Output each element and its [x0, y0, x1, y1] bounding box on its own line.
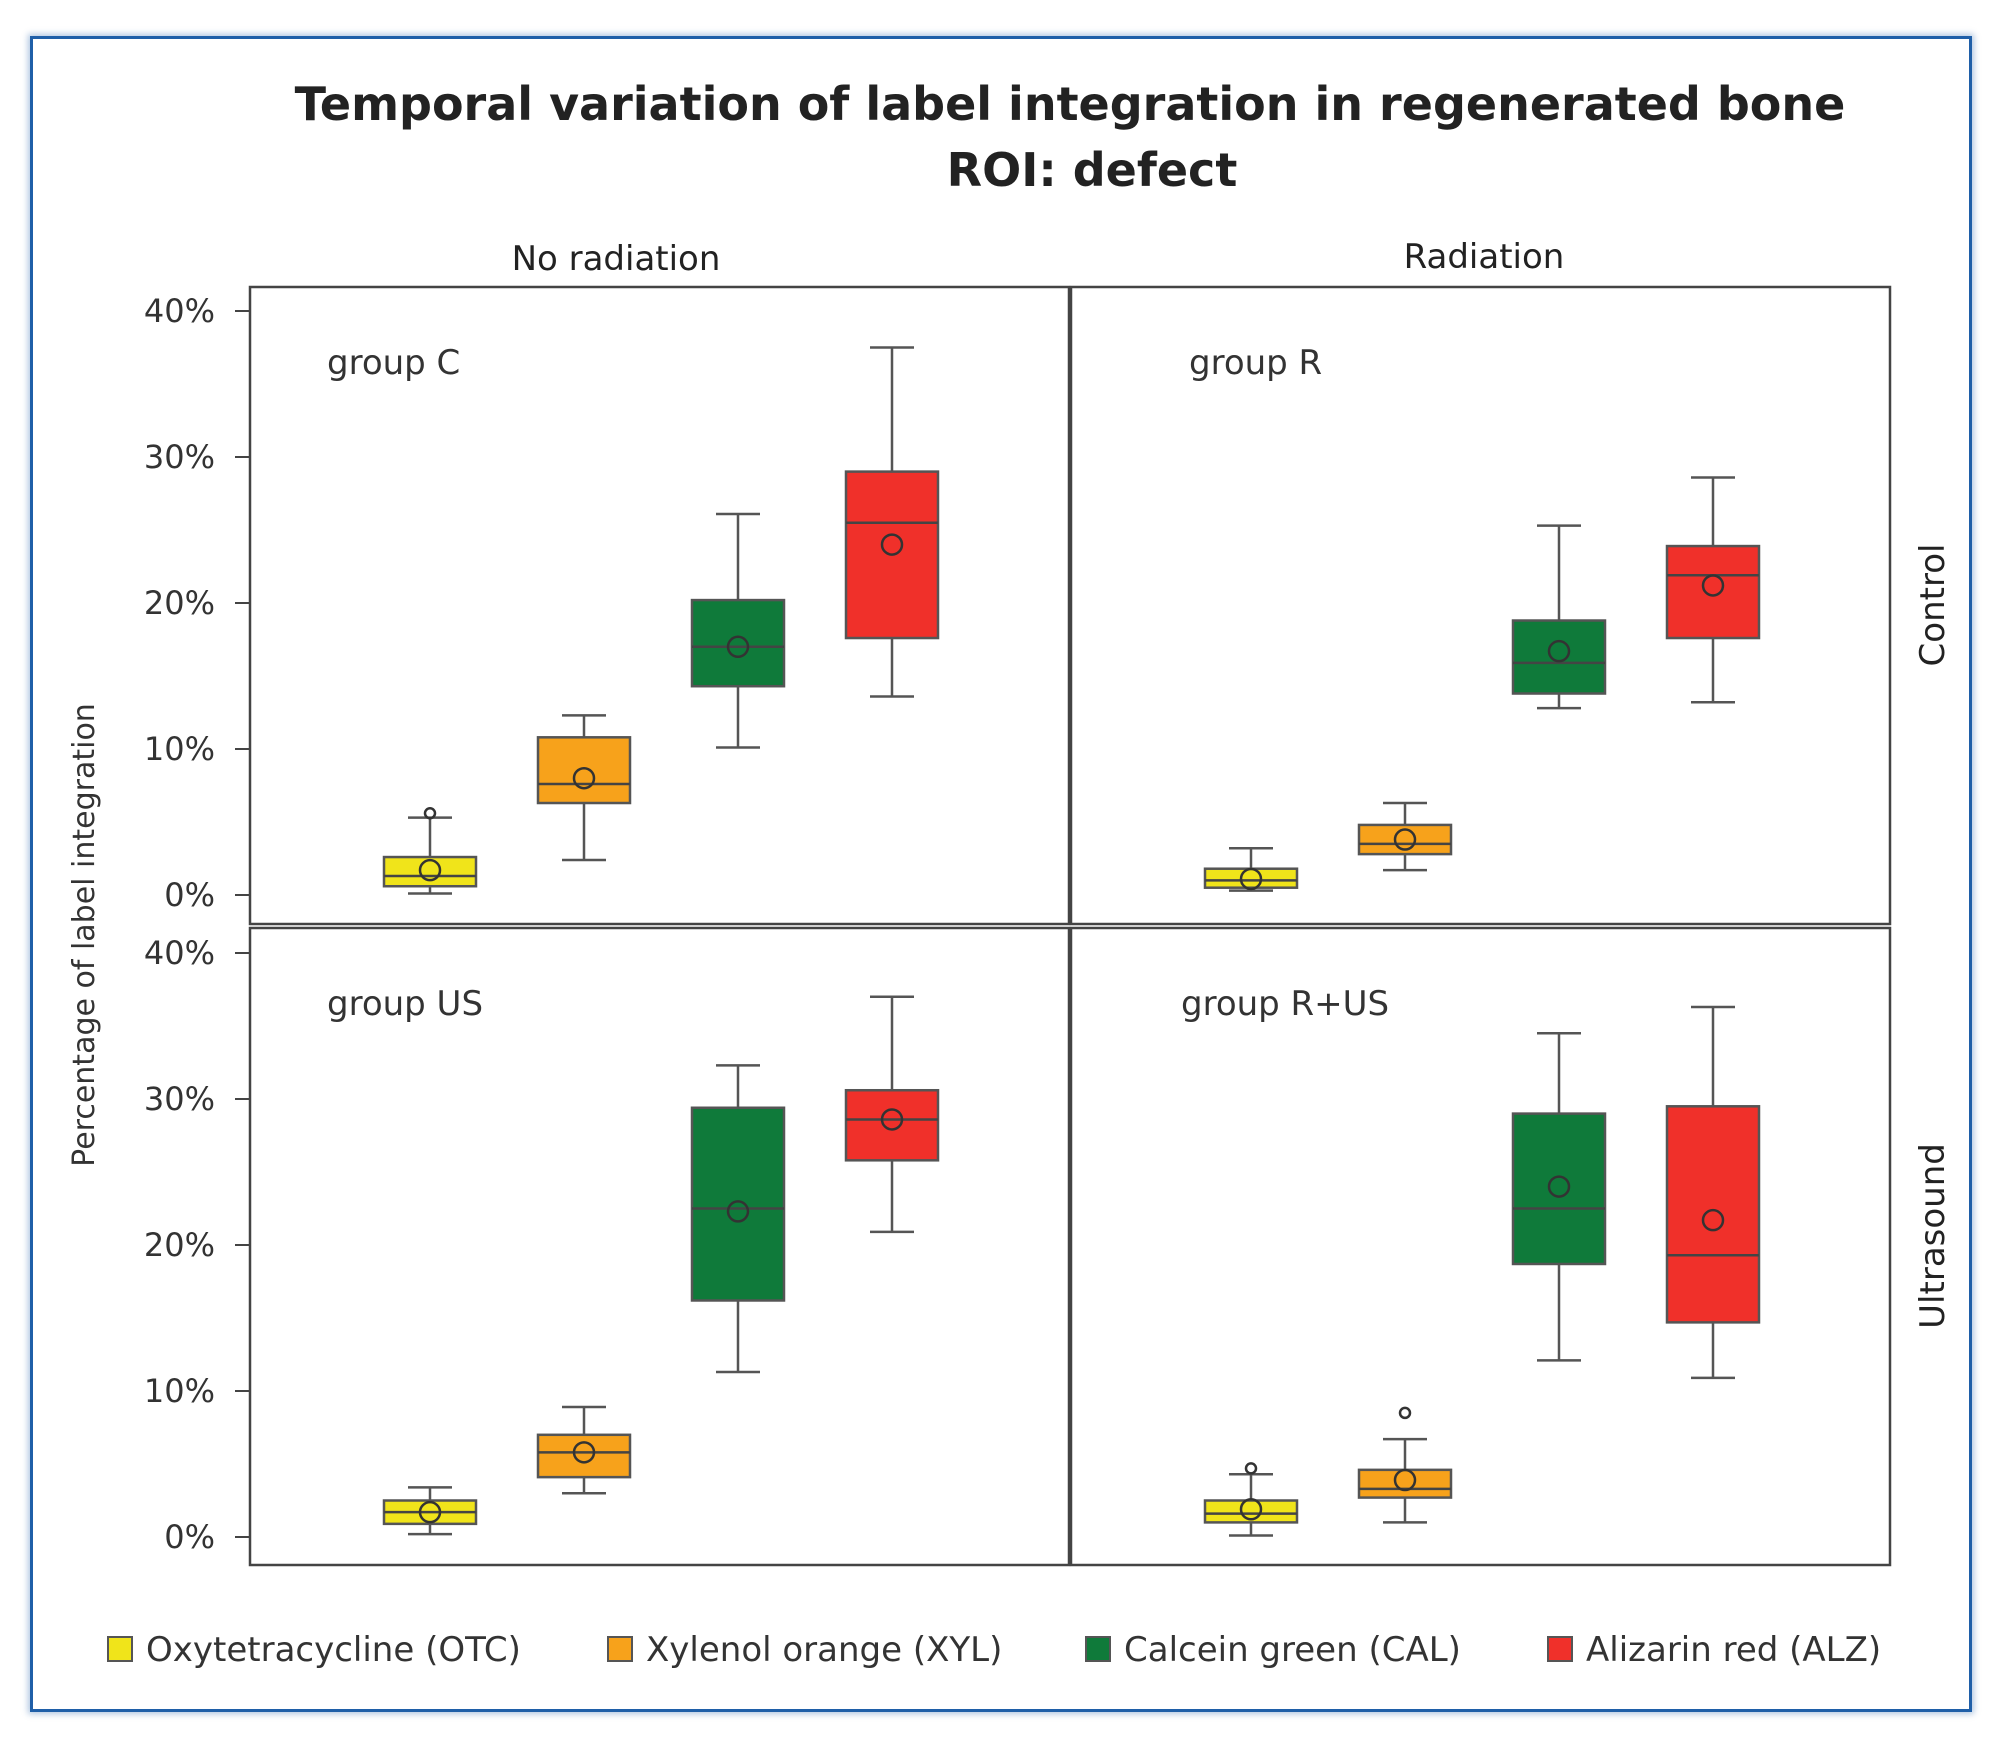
mean-marker-xylenol-orange-xyl	[1393, 1468, 1417, 1492]
panel-frame	[248, 285, 1071, 926]
mean-marker-calcein-green-cal	[726, 635, 750, 659]
y-tick-label: 20%	[144, 1226, 215, 1264]
chart-subtitle: ROI: defect	[947, 143, 1238, 197]
mean-marker-alizarin-red-alz	[1701, 1208, 1725, 1232]
legend-label-oxytetracycline-otc: Oxytetracycline (OTC)	[146, 1630, 521, 1670]
row-header-control: Control	[1913, 544, 1953, 667]
mean-marker-xylenol-orange-xyl	[1393, 828, 1417, 851]
mean-marker-xylenol-orange-xyl	[572, 1441, 596, 1464]
box-xylenol-orange-xyl	[1357, 1468, 1453, 1499]
box-xylenol-orange-xyl	[536, 736, 632, 805]
y-tick-label: 10%	[144, 730, 215, 768]
legend-swatch-calcein-green-cal	[1085, 1636, 1111, 1662]
mean-marker-xylenol-orange-xyl	[572, 766, 596, 790]
mean-marker-oxytetracycline-otc	[1239, 1498, 1263, 1521]
box-oxytetracycline-otc	[1203, 867, 1299, 889]
legend-label-calcein-green-cal: Calcein green (CAL)	[1124, 1630, 1461, 1670]
box-alizarin-red-alz	[844, 1088, 940, 1162]
group-label: group US	[327, 984, 483, 1024]
y-tick-label: 10%	[144, 1372, 215, 1410]
panel-frame	[1069, 926, 1892, 1567]
box-calcein-green-cal	[690, 1106, 786, 1302]
legend-label-xylenol-orange-xyl: Xylenol orange (XYL)	[646, 1630, 1002, 1670]
mean-marker-oxytetracycline-otc	[418, 1500, 442, 1524]
group-label: group R	[1189, 343, 1322, 383]
legend-label-alizarin-red-alz: Alizarin red (ALZ)	[1586, 1630, 1881, 1670]
mean-marker-calcein-green-cal	[1547, 639, 1571, 663]
y-axis-label: Percentage of label integration	[67, 703, 102, 1167]
box-calcein-green-cal	[690, 598, 786, 688]
legend-swatch-alizarin-red-alz	[1547, 1636, 1573, 1662]
column-header-no-radiation: No radiation	[512, 239, 721, 279]
panel-frame	[1069, 285, 1892, 926]
mean-marker-alizarin-red-alz	[880, 1108, 904, 1131]
y-tick-label: 30%	[144, 438, 215, 476]
panel-frame	[248, 926, 1071, 1567]
y-tick-label: 40%	[144, 934, 215, 972]
column-header-radiation: Radiation	[1404, 237, 1565, 277]
legend-swatch-oxytetracycline-otc	[107, 1636, 133, 1662]
mean-marker-calcein-green-cal	[726, 1200, 750, 1223]
mean-marker-calcein-green-cal	[1547, 1175, 1571, 1198]
y-tick-label: 40%	[144, 292, 215, 330]
outlier-point-oxytetracycline-otc	[423, 806, 437, 820]
y-tick-label: 0%	[164, 876, 215, 914]
mean-marker-alizarin-red-alz	[1701, 574, 1725, 597]
y-tick-label: 30%	[144, 1080, 215, 1118]
box-alizarin-red-alz	[1665, 544, 1761, 640]
outlier-point-oxytetracycline-otc	[1244, 1462, 1258, 1475]
mean-marker-oxytetracycline-otc	[418, 858, 442, 882]
outlier-point-xylenol-orange-xyl	[1398, 1406, 1412, 1420]
group-label: group R+US	[1181, 984, 1389, 1024]
y-tick-label: 20%	[144, 584, 215, 622]
box-alizarin-red-alz	[1665, 1105, 1761, 1324]
y-tick-label: 0%	[164, 1518, 215, 1556]
group-label: group C	[327, 343, 460, 383]
box-calcein-green-cal	[1511, 1112, 1607, 1266]
legend-swatch-xylenol-orange-xyl	[607, 1636, 633, 1662]
chart-title: Temporal variation of label integration …	[295, 77, 1846, 131]
row-header-ultrasound: Ultrasound	[1913, 1143, 1953, 1329]
mean-marker-oxytetracycline-otc	[1239, 867, 1263, 891]
figure-frame	[30, 36, 1972, 1712]
mean-marker-alizarin-red-alz	[880, 533, 904, 556]
box-calcein-green-cal	[1511, 619, 1607, 695]
